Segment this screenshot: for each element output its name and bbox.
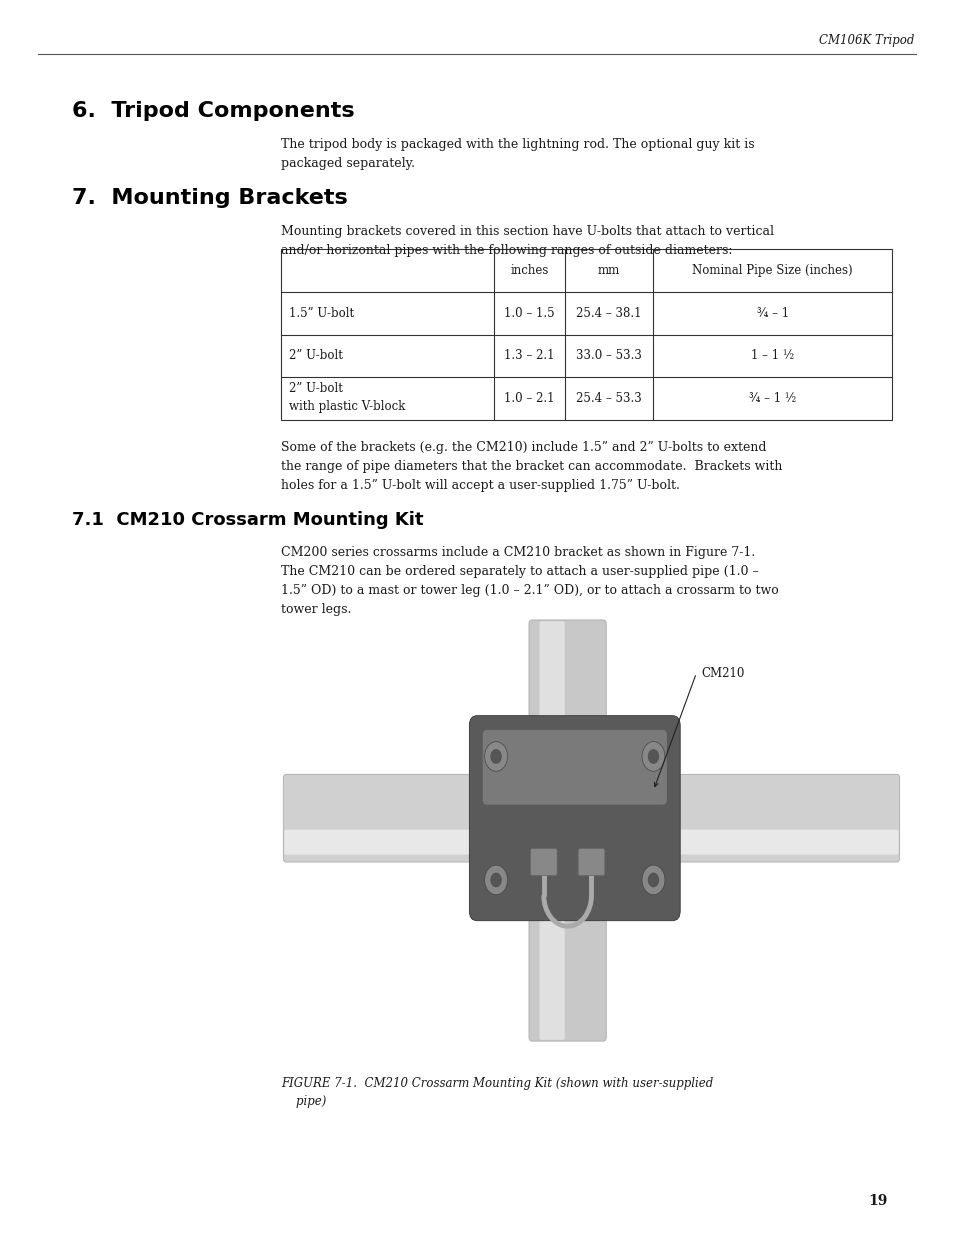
- Circle shape: [647, 748, 659, 763]
- Text: with plastic V-block: with plastic V-block: [289, 400, 405, 414]
- Circle shape: [484, 864, 507, 894]
- Text: 7.1  CM210 Crossarm Mounting Kit: 7.1 CM210 Crossarm Mounting Kit: [71, 511, 422, 530]
- Circle shape: [484, 741, 507, 771]
- Text: inches: inches: [510, 264, 548, 278]
- FancyBboxPatch shape: [284, 830, 898, 855]
- Circle shape: [641, 741, 664, 771]
- FancyBboxPatch shape: [539, 621, 564, 1040]
- FancyBboxPatch shape: [528, 620, 606, 1041]
- Text: Some of the brackets (e.g. the CM210) include 1.5” and 2” U-bolts to extend
the : Some of the brackets (e.g. the CM210) in…: [281, 441, 782, 492]
- Text: 1 – 1 ½: 1 – 1 ½: [750, 350, 794, 363]
- Circle shape: [490, 748, 501, 763]
- Text: FIGURE 7-1.  CM210 Crossarm Mounting Kit (shown with user-supplied
    pipe): FIGURE 7-1. CM210 Crossarm Mounting Kit …: [281, 1077, 713, 1108]
- Text: 1.0 – 2.1: 1.0 – 2.1: [504, 391, 554, 405]
- Text: 2” U-bolt: 2” U-bolt: [289, 383, 342, 395]
- Text: 25.4 – 53.3: 25.4 – 53.3: [576, 391, 641, 405]
- Text: 19: 19: [867, 1194, 886, 1208]
- Text: 1.3 – 2.1: 1.3 – 2.1: [504, 350, 554, 363]
- Circle shape: [647, 872, 659, 887]
- FancyBboxPatch shape: [530, 848, 557, 876]
- Bar: [281, 249, 891, 420]
- Circle shape: [490, 872, 501, 887]
- FancyBboxPatch shape: [469, 716, 679, 921]
- Text: CM106K Tripod: CM106K Tripod: [818, 33, 913, 47]
- Text: ¾ – 1 ½: ¾ – 1 ½: [748, 391, 796, 405]
- Text: The tripod body is packaged with the lightning rod. The optional guy kit is
pack: The tripod body is packaged with the lig…: [281, 138, 754, 170]
- Text: 1.5” U-bolt: 1.5” U-bolt: [289, 306, 354, 320]
- FancyBboxPatch shape: [578, 848, 604, 876]
- FancyBboxPatch shape: [482, 730, 666, 805]
- FancyBboxPatch shape: [283, 774, 899, 862]
- FancyArrowPatch shape: [654, 676, 695, 787]
- Circle shape: [641, 864, 664, 894]
- Text: 33.0 – 53.3: 33.0 – 53.3: [576, 350, 641, 363]
- Text: mm: mm: [598, 264, 619, 278]
- Text: Mounting brackets covered in this section have U-bolts that attach to vertical
a: Mounting brackets covered in this sectio…: [281, 225, 774, 257]
- Text: 2” U-bolt: 2” U-bolt: [289, 350, 342, 363]
- Text: CM210: CM210: [700, 667, 743, 679]
- Text: 7.  Mounting Brackets: 7. Mounting Brackets: [71, 188, 347, 207]
- Text: ¾ – 1: ¾ – 1: [756, 306, 788, 320]
- Text: 25.4 – 38.1: 25.4 – 38.1: [576, 306, 641, 320]
- Text: 1.0 – 1.5: 1.0 – 1.5: [503, 306, 555, 320]
- Bar: [281, 618, 901, 1044]
- Text: CM200 series crossarms include a CM210 bracket as shown in Figure 7-1.
The CM210: CM200 series crossarms include a CM210 b…: [281, 546, 779, 616]
- Text: 6.  Tripod Components: 6. Tripod Components: [71, 101, 354, 121]
- Text: Nominal Pipe Size (inches): Nominal Pipe Size (inches): [692, 264, 852, 278]
